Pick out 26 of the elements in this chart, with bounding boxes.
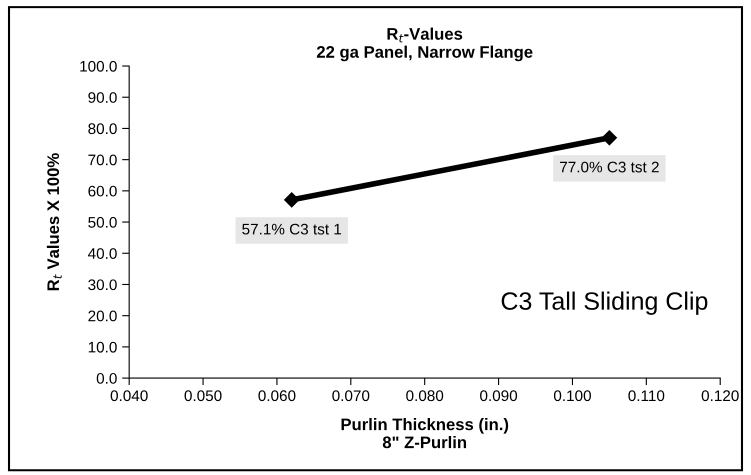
y-tick-label: 30.0 <box>88 279 117 290</box>
y-tick-label: 100.0 <box>80 60 117 72</box>
annotation: C3 Tall Sliding Clip <box>502 292 708 315</box>
x-tick-label: 0.040 <box>110 390 148 402</box>
chart-title: R$_{t}$-Values 22 ga Panel, Narrow Flange <box>316 28 532 62</box>
y-tick-label: 80.0 <box>88 123 117 134</box>
x-tick-label: 0.120 <box>702 390 739 402</box>
x-tick-label: 0.090 <box>480 390 518 402</box>
y-tick-label: 10.0 <box>88 342 117 353</box>
y-tick-label: 50.0 <box>88 216 117 228</box>
y-axis-title: R$_{t}$ Values X 100% <box>46 153 62 290</box>
x-tick-label: 0.060 <box>258 390 296 402</box>
y-tick-label: 20.0 <box>88 310 117 322</box>
y-tick-label: 40.0 <box>88 248 117 259</box>
x-tick-label: 0.050 <box>184 390 222 402</box>
x-tick-label: 0.100 <box>554 390 591 402</box>
data-label: 77.0% C3 tst 2 <box>560 162 659 172</box>
x-tick-label: 0.070 <box>332 390 370 402</box>
x-tick-label: 0.080 <box>406 390 444 402</box>
x-tick-label: 0.110 <box>628 390 664 402</box>
x-axis-title: Purlin Thickness (in.) 8" Z-Purlin <box>342 418 508 448</box>
y-tick-label: 0.0 <box>96 372 117 384</box>
y-tick-label: 70.0 <box>88 154 117 166</box>
data-label: 57.1% C3 tst 1 <box>242 224 342 235</box>
y-tick-label: 90.0 <box>88 92 117 103</box>
y-tick-label: 60.0 <box>88 186 117 197</box>
